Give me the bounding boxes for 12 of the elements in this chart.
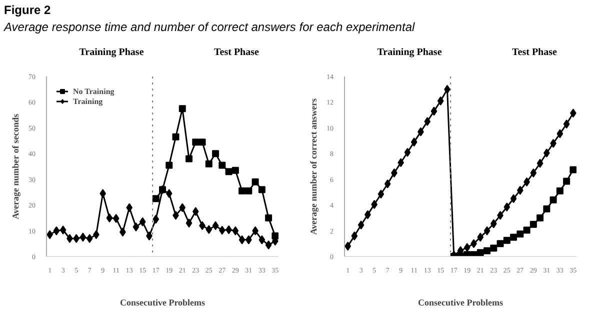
text: Training Phase bbox=[78, 46, 145, 60]
chart-subtitle: Average response time and number of correct answers for each experimental bbox=[4, 19, 415, 36]
text: Test Phase bbox=[511, 46, 558, 60]
x-axis-title: Consecutive Problems bbox=[120, 298, 206, 308]
y-axis-title: Average number of correct answers bbox=[308, 98, 318, 235]
legend-label: No Training bbox=[73, 86, 114, 96]
text: Test Phase bbox=[213, 46, 260, 60]
legend-label: Training bbox=[73, 96, 103, 106]
x-axis-title: Consecutive Problems bbox=[418, 298, 504, 308]
y-axis-title: Average number of seconds bbox=[10, 113, 20, 220]
chart-title: Figure 2 bbox=[4, 2, 52, 19]
text: Training Phase bbox=[376, 46, 443, 60]
